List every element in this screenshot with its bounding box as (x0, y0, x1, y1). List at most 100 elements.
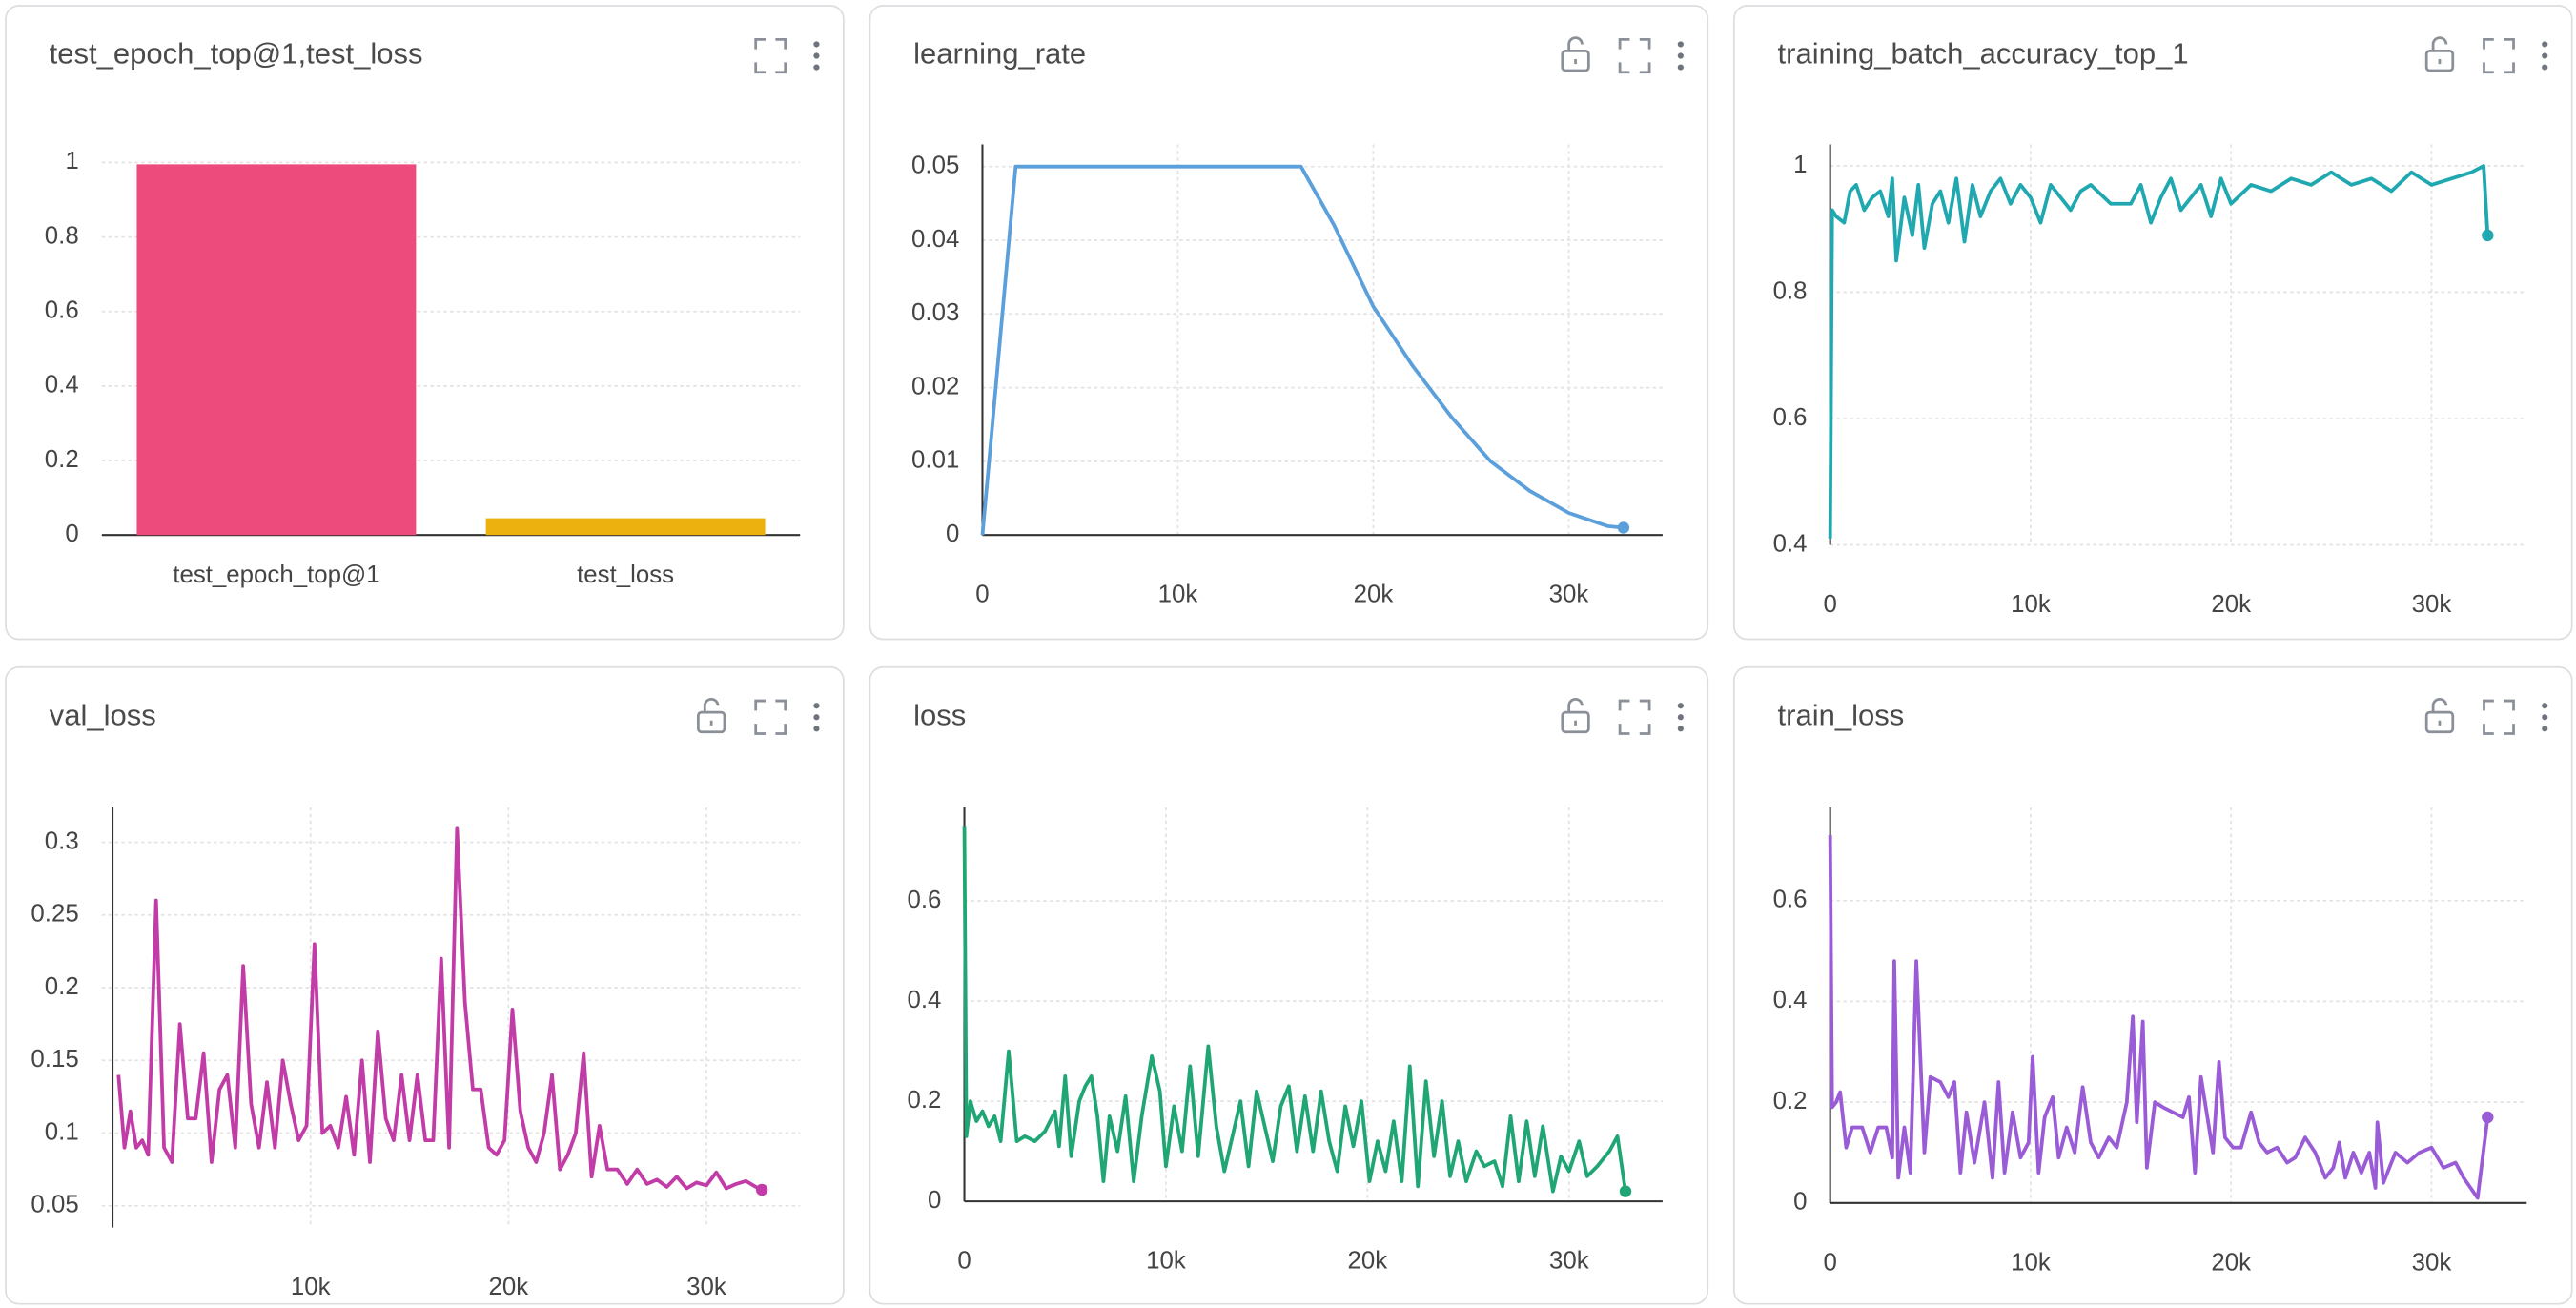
lock-shackle[interactable] (1567, 697, 1584, 713)
x-tick-label: 10k (1146, 1248, 1186, 1275)
bar (136, 164, 417, 536)
fullscreen-icon[interactable] (2483, 37, 2515, 74)
lock-icon[interactable] (2424, 36, 2455, 72)
chart-title: loss (913, 698, 966, 731)
series-line (980, 164, 1625, 536)
lock-shackle[interactable] (2431, 36, 2448, 51)
menu-dot[interactable] (2542, 52, 2548, 59)
lock-body[interactable] (2424, 710, 2455, 734)
menu-dot[interactable] (813, 714, 820, 721)
y-tick-label: 0 (928, 1187, 941, 1214)
fullscreen-icon[interactable] (754, 699, 787, 735)
y-tick-label: 0 (946, 521, 959, 547)
lock-shackle[interactable] (1567, 36, 1584, 51)
y-tick-label: 1 (1793, 152, 1807, 178)
menu-dot[interactable] (1677, 52, 1684, 59)
fullscreen-icon[interactable] (1618, 37, 1651, 74)
y-tick-label: 0.15 (31, 1046, 78, 1073)
y-tick-label: 0.8 (45, 222, 79, 249)
menu-icon[interactable] (813, 703, 820, 732)
menu-dot[interactable] (1677, 41, 1684, 48)
chart-title: test_epoch_top@1,test_loss (50, 37, 423, 71)
lock-icon[interactable] (2424, 697, 2455, 734)
y-tick-label: 0.04 (911, 226, 959, 253)
lock-icon[interactable] (696, 697, 726, 734)
menu-dot[interactable] (2542, 41, 2548, 48)
menu-dot[interactable] (813, 52, 820, 59)
panel (869, 5, 1709, 641)
x-tick-label: 0 (1823, 591, 1836, 618)
lock-shackle[interactable] (2431, 697, 2448, 713)
menu-icon[interactable] (1677, 703, 1684, 732)
x-tick-label: 20k (489, 1274, 529, 1300)
y-tick-label: 0.4 (45, 372, 79, 399)
menu-dot[interactable] (1677, 64, 1684, 71)
menu-dot[interactable] (1677, 714, 1684, 721)
y-tick-label: 0.03 (911, 299, 959, 326)
lock-icon[interactable] (1561, 36, 1590, 72)
x-tick-label: 10k (2011, 591, 2051, 618)
lock-body[interactable] (1561, 49, 1590, 72)
menu-icon[interactable] (813, 41, 820, 71)
chart-title: train_loss (1778, 698, 1905, 731)
series-line (1828, 164, 2490, 539)
menu-dot[interactable] (1677, 726, 1684, 732)
menu-dot[interactable] (2542, 703, 2548, 709)
lock-icon[interactable] (1561, 697, 1590, 734)
x-tick-label: 0 (957, 1248, 971, 1275)
y-tick-label: 0.05 (31, 1192, 78, 1218)
menu-icon[interactable] (1677, 41, 1684, 71)
panel (1732, 665, 2573, 1305)
fullscreen-icon[interactable] (1618, 699, 1651, 735)
x-tick-label: test_epoch_top@1 (173, 562, 379, 588)
menu-dot[interactable] (2542, 726, 2548, 732)
x-tick-label: 20k (1348, 1248, 1388, 1275)
y-tick-label: 1 (65, 148, 78, 174)
end-point (2482, 1111, 2494, 1124)
y-tick-label: 0.4 (1773, 530, 1808, 557)
lock-shackle[interactable] (703, 697, 720, 713)
x-tick-label: 10k (291, 1274, 331, 1300)
lock-body[interactable] (1561, 710, 1590, 734)
y-tick-label: 0.4 (907, 987, 941, 1013)
panel (869, 665, 1709, 1305)
menu-dot[interactable] (813, 41, 820, 48)
end-point (1619, 1185, 1632, 1197)
x-tick-label: 20k (2211, 1249, 2251, 1276)
lock-body[interactable] (696, 710, 726, 734)
y-tick-label: 0.8 (1773, 277, 1808, 304)
chart-title: val_loss (50, 698, 156, 731)
end-point (755, 1183, 768, 1196)
y-tick-label: 0.3 (45, 828, 79, 854)
menu-icon[interactable] (2542, 703, 2548, 732)
x-tick-label: 10k (1158, 582, 1198, 608)
menu-dot[interactable] (2542, 64, 2548, 71)
y-tick-label: 0 (1793, 1189, 1807, 1216)
x-tick-label: 30k (686, 1274, 726, 1300)
menu-dot[interactable] (1677, 703, 1684, 709)
y-tick-label: 0.01 (911, 447, 959, 474)
menu-dot[interactable] (2542, 714, 2548, 721)
x-tick-label: 0 (975, 582, 989, 608)
fullscreen-icon[interactable] (754, 37, 787, 74)
y-tick-label: 0.6 (1773, 887, 1808, 913)
x-tick-label: 30k (2412, 1249, 2452, 1276)
menu-dot[interactable] (813, 703, 820, 709)
lock-body[interactable] (2424, 49, 2455, 72)
panel (5, 665, 845, 1305)
menu-dot[interactable] (813, 726, 820, 732)
x-tick-label: 0 (1823, 1249, 1836, 1276)
x-tick-label: 30k (2412, 591, 2452, 618)
end-point (2482, 229, 2494, 242)
panel-icons (1561, 36, 1684, 74)
bar (485, 518, 766, 536)
y-tick-label: 0.2 (45, 973, 79, 1000)
menu-icon[interactable] (2542, 41, 2548, 71)
y-tick-label: 0.6 (1773, 404, 1808, 431)
y-tick-label: 0.2 (907, 1087, 941, 1114)
y-tick-label: 0.25 (31, 901, 78, 928)
y-tick-label: 0.2 (1773, 1088, 1808, 1114)
menu-dot[interactable] (813, 64, 820, 71)
fullscreen-icon[interactable] (2483, 699, 2515, 735)
